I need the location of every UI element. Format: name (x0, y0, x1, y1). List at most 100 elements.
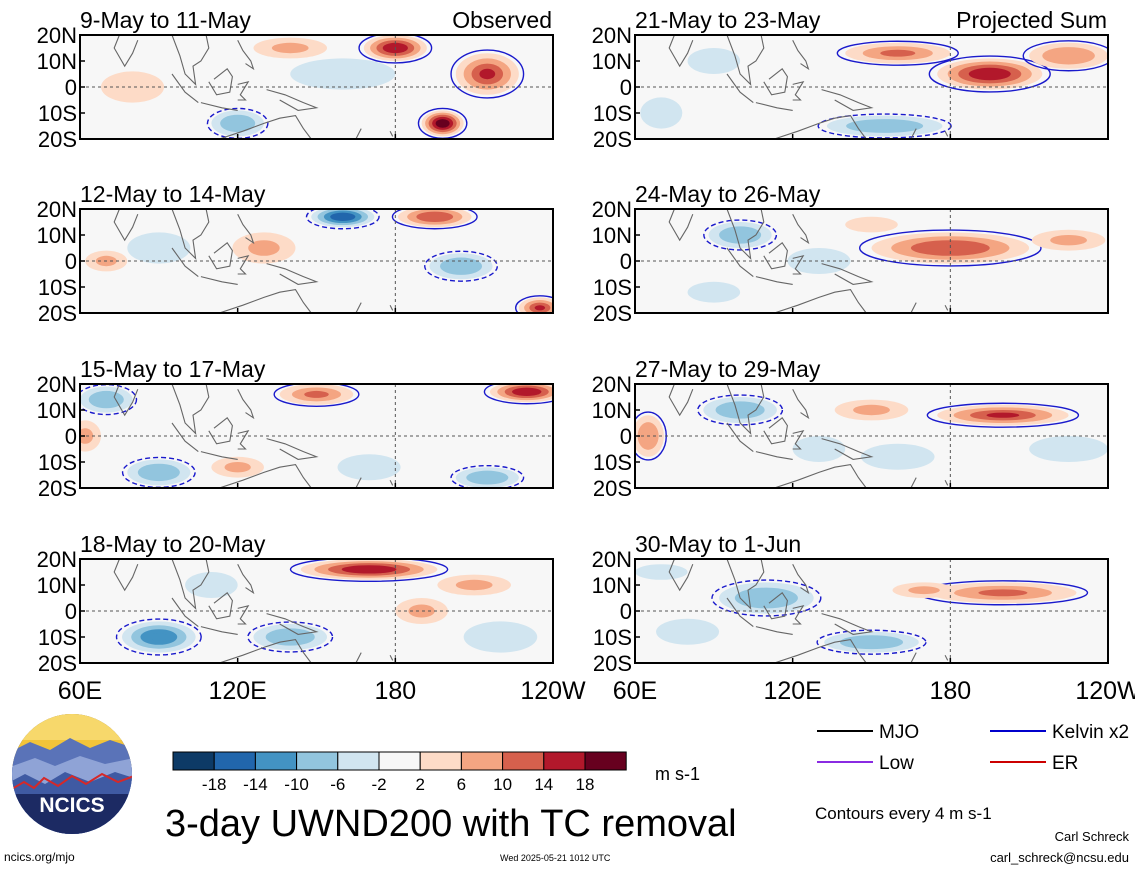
y-tick-label: 20N (592, 372, 632, 397)
coastline (763, 67, 788, 96)
y-tick-label: 0 (65, 424, 77, 449)
coastline (219, 638, 312, 663)
contour-line (1022, 40, 1108, 72)
coastline (755, 102, 793, 111)
anomaly-shading (336, 214, 350, 219)
y-tick-label: 0 (65, 249, 77, 274)
coastline (726, 384, 765, 435)
coastline (792, 388, 810, 420)
x-axis-tick-labels: 60E 120E 180 120W 60E 120E 180 120W (58, 677, 1135, 705)
y-tick-label: 20N (592, 547, 632, 572)
contour-line (450, 464, 525, 488)
coastline (171, 422, 199, 453)
coastline (200, 626, 238, 635)
anomaly-shading (700, 287, 727, 298)
y-tick-label: 10S (593, 450, 632, 475)
anomaly-shading (455, 579, 493, 591)
coastline (755, 451, 793, 460)
x-tick-label: 180 (929, 677, 971, 705)
coastline (237, 80, 250, 101)
site-url[interactable]: ncics.org/mjo (4, 850, 75, 864)
contour-line (483, 384, 553, 405)
panel-field (80, 209, 553, 313)
anomaly-shading (855, 638, 888, 646)
anomaly-shading (880, 49, 916, 57)
panel-period-label: 15-May to 17-May (80, 356, 266, 382)
anomaly-shading (316, 66, 370, 82)
colorbar: -18 -14 -10 -6 -2 2 6 10 14 18 (172, 751, 627, 794)
contour-line (305, 209, 380, 230)
coastline (237, 563, 255, 595)
logo-text: NCICS (39, 794, 104, 817)
coastline (266, 438, 319, 460)
coastline (755, 626, 793, 635)
coastline (726, 35, 765, 86)
colorbar-tick-label: -18 (202, 775, 227, 794)
anomaly-shading (853, 404, 890, 416)
coastline (237, 213, 255, 245)
coastline (113, 35, 139, 68)
x-tick-label: 120E (763, 677, 821, 705)
anomaly-shading (149, 633, 169, 641)
y-tick-label: 10S (38, 275, 77, 300)
x-tick-label: 180 (374, 677, 416, 705)
colorbar-tick-label: 2 (415, 775, 424, 794)
legend-label: Low (879, 753, 914, 774)
colorbar-swatch (296, 751, 339, 771)
panel-field (80, 384, 553, 488)
anomaly-shading (248, 240, 280, 256)
coastline (355, 477, 362, 488)
coastline (389, 130, 394, 137)
colorbar-tick-label: -2 (371, 775, 386, 794)
y-tick-label: 10N (37, 223, 77, 248)
y-tick-label: 10N (592, 573, 632, 598)
coastline (266, 263, 319, 285)
coastline (910, 652, 917, 663)
coastline (774, 288, 867, 313)
anomaly-shading (978, 589, 1028, 597)
coastline (237, 254, 250, 275)
anomaly-shading (439, 121, 447, 126)
colorbar-swatch (460, 751, 504, 771)
coastline (726, 247, 754, 278)
y-tick-label: 0 (65, 599, 77, 624)
y-tick-label: 20N (37, 372, 77, 397)
y-tick-label: 20N (37, 547, 77, 572)
colorbar-tick-label: -6 (330, 775, 345, 794)
contour-line (817, 113, 952, 139)
x-tick-label: 120W (1075, 677, 1135, 705)
contour-line (836, 40, 959, 66)
anomaly-shading (228, 119, 247, 128)
coastline (219, 463, 312, 488)
x-tick-label: 60E (613, 677, 657, 705)
contour-line (703, 219, 778, 251)
author-email[interactable]: carl_schreck@ncsu.edu (990, 850, 1129, 865)
coastline (389, 304, 394, 311)
coastline (171, 384, 210, 435)
coastline (774, 638, 867, 663)
anomaly-shading (148, 468, 170, 477)
coastline (200, 451, 238, 460)
anomaly-shading (1055, 51, 1082, 61)
coastline (944, 479, 949, 486)
anomaly-shading (143, 240, 175, 256)
coastline (821, 613, 874, 635)
coastline (200, 276, 238, 285)
anomaly-shading (648, 568, 675, 576)
coastline (774, 114, 867, 139)
coastline (944, 304, 949, 311)
legend-label: ER (1052, 753, 1078, 774)
anomaly-shading (271, 42, 309, 54)
x-tick-label: 120W (520, 677, 586, 705)
coastline (171, 247, 199, 278)
contour-line (115, 618, 202, 656)
anomaly-shading (519, 389, 535, 394)
y-tick-label: 20S (38, 651, 77, 676)
contour-line (358, 35, 433, 64)
anomaly-shading (727, 405, 753, 415)
colorbar-swatch (254, 751, 298, 771)
y-tick-label: 20S (38, 301, 77, 326)
